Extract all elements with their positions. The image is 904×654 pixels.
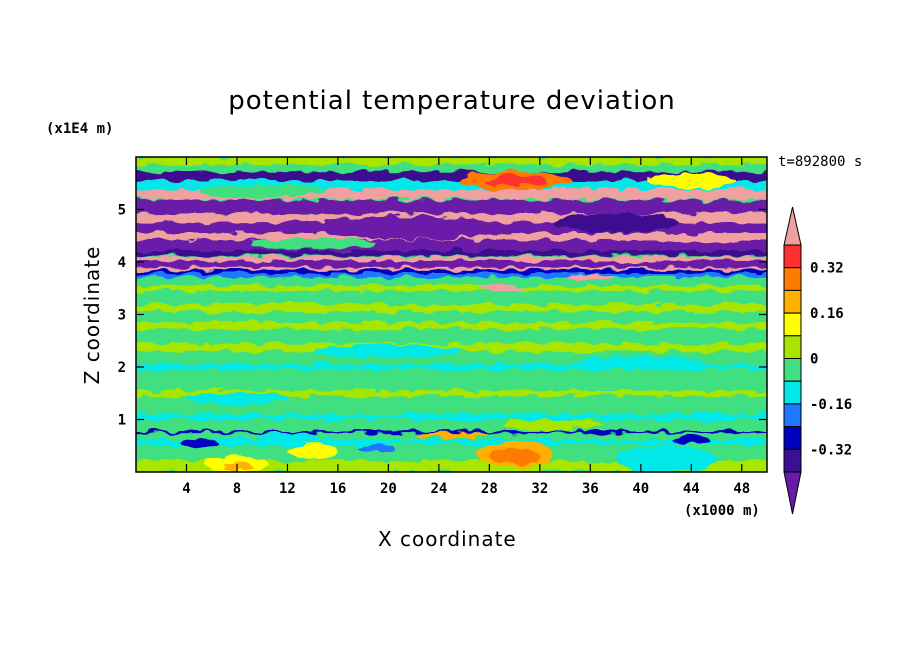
colorbar-label: -0.16 [810, 397, 852, 413]
contour-blob [312, 216, 515, 240]
colorbar-label: -0.32 [810, 442, 852, 458]
contour-band [136, 460, 767, 472]
colorbar-box [783, 244, 802, 269]
colorbar-box [783, 312, 802, 337]
x-tick-label: 16 [329, 481, 346, 497]
colorbar-box [783, 335, 802, 359]
x-axis-unit: (x1000 m) [684, 503, 760, 519]
y-tick-label: 2 [118, 360, 126, 376]
contour-band [136, 343, 767, 352]
colorbar-top-arrow [783, 206, 802, 246]
contour-band [136, 180, 767, 190]
chart-title: potential temperature deviation [228, 86, 676, 116]
colorbar-box [783, 358, 802, 382]
x-tick-label: 24 [430, 481, 447, 497]
contour-blob [287, 443, 338, 459]
colorbar: 0.32 0.16 0 -0.16 -0.32 [783, 206, 852, 515]
contour-band [136, 269, 767, 274]
colorbar-bottom-arrow [783, 471, 802, 515]
contour-band [136, 171, 767, 181]
contour-band [136, 157, 767, 165]
contour-band [136, 322, 767, 330]
contour-blob [413, 432, 490, 438]
x-tick-label: 44 [683, 481, 700, 497]
contour-band [136, 273, 767, 277]
contour-blob [356, 444, 395, 453]
contour-blob [489, 448, 540, 465]
x-tick-label: 36 [582, 481, 599, 497]
contour-band [136, 164, 767, 176]
heatmap-field [136, 157, 767, 472]
contour-band [136, 390, 767, 396]
colorbar-box [783, 403, 802, 428]
colorbar-label: 0.16 [810, 306, 844, 322]
x-tick-label: 12 [279, 481, 296, 497]
contour-blob [255, 433, 319, 443]
colorbar-box [783, 380, 802, 405]
contour-band [136, 189, 767, 199]
contour-blob [180, 438, 219, 448]
contour-band [136, 304, 767, 312]
colorbar-label: 0 [810, 352, 818, 368]
contour-blob [615, 445, 717, 472]
contour-blob [647, 173, 736, 188]
contour-band [136, 239, 767, 251]
contour-blob [186, 393, 288, 404]
contour-blob [479, 285, 525, 292]
contour-blob [653, 233, 755, 244]
contour-band [136, 260, 767, 268]
contour-band [136, 285, 767, 291]
y-axis-unit: (x1E4 m) [46, 121, 114, 137]
x-tick-label: 4 [182, 481, 190, 497]
contour-band [136, 439, 767, 445]
y-tick-label: 4 [118, 255, 126, 271]
y-tick-label: 5 [118, 203, 126, 219]
contour-blob [552, 213, 679, 233]
contour-band [136, 364, 767, 370]
contour-blob [565, 274, 616, 281]
x-tick-label: 48 [733, 481, 750, 497]
contour-blob [672, 436, 711, 445]
colorbar-label: 0.32 [810, 261, 844, 277]
x-tick-label: 40 [632, 481, 649, 497]
contour-blob [249, 238, 376, 249]
contour-blob [501, 419, 603, 430]
contour-layer [136, 157, 767, 472]
x-tick-label: 8 [233, 481, 241, 497]
x-tick-label: 28 [481, 481, 498, 497]
y-tick-label: 3 [118, 308, 126, 324]
contour-blob [199, 184, 326, 198]
contour-blob [483, 175, 547, 186]
colorbar-box [783, 448, 802, 473]
contour-band [136, 414, 767, 420]
contour-blob [577, 356, 704, 367]
colorbar-box [783, 267, 802, 291]
contour-band [136, 200, 767, 214]
x-axis-label: X coordinate [378, 527, 517, 551]
colorbar-box [783, 289, 802, 314]
colorbar-box [783, 426, 802, 450]
contour-band [136, 250, 767, 256]
contour-blob [312, 344, 465, 358]
x-tick-label: 32 [531, 481, 548, 497]
timestamp-label: t=892800 s [778, 154, 863, 170]
y-tick-label: 1 [118, 413, 126, 429]
contour-band [136, 431, 767, 434]
x-tick-label: 20 [380, 481, 397, 497]
